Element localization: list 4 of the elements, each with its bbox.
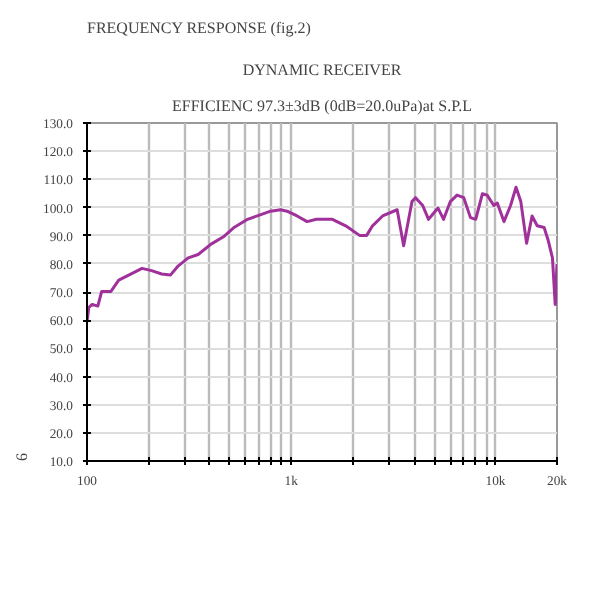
chart-title: FREQUENCY RESPONSE (fig.2)	[87, 19, 312, 37]
text: 6	[13, 453, 31, 461]
chart-subtitle: DYNAMIC RECEIVER	[242, 61, 403, 79]
text: EFFICIENC 97.3±3dB (0dB=20.0uPa)at S.P.L	[171, 97, 473, 115]
